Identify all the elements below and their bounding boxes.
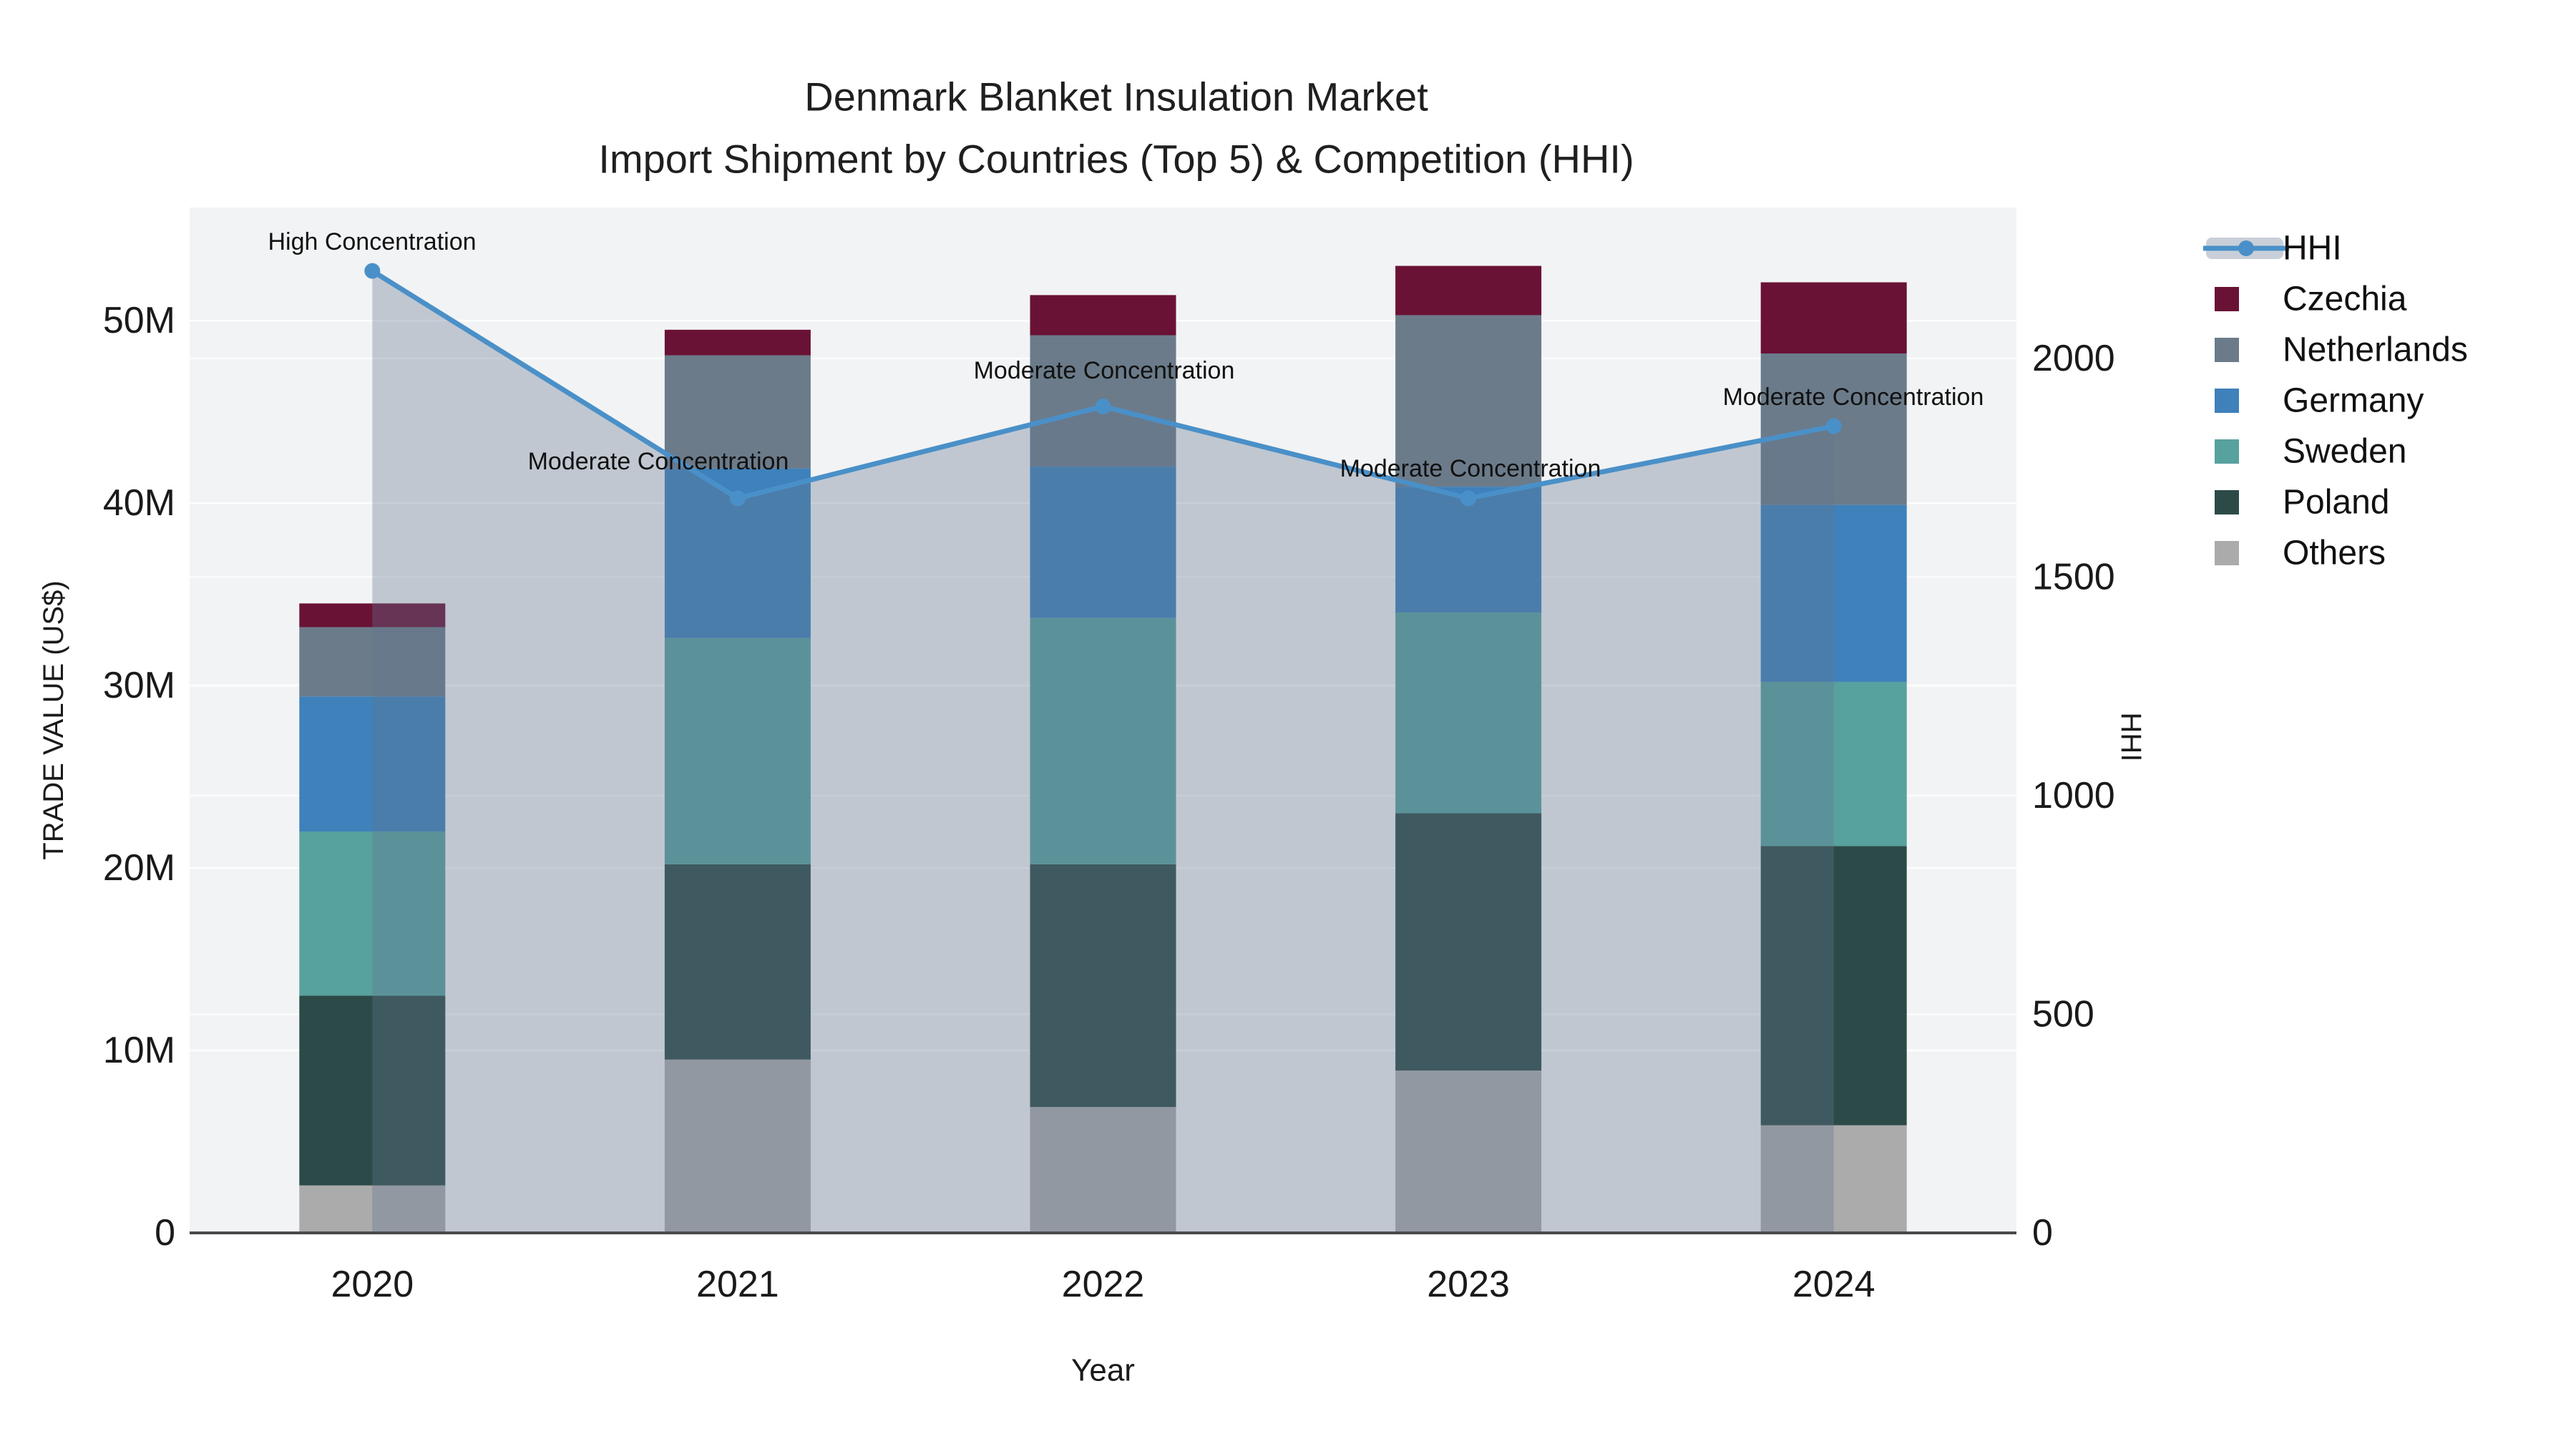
y-tick-label: 0 xyxy=(155,1212,175,1254)
legend-item-sweden[interactable]: Sweden xyxy=(2215,433,2406,471)
legend-item-hhi[interactable]: HHI xyxy=(2203,230,2342,268)
bar-segment-others-2020 xyxy=(299,1185,446,1233)
legend-label: Czechia xyxy=(2283,280,2407,318)
annotation-4: Moderate Concentration xyxy=(1723,384,1984,411)
bar-segment-sweden-2020 xyxy=(299,831,446,996)
bar-segment-sweden-2023 xyxy=(1395,613,1542,814)
legend-item-germany[interactable]: Germany xyxy=(2215,382,2424,420)
legend-item-others[interactable]: Others xyxy=(2215,535,2386,572)
hhi-marker-sample xyxy=(2238,240,2254,256)
chart-title-line-1: Denmark Blanket Insulation Market xyxy=(804,74,1428,119)
bar-segment-czechia-2022 xyxy=(1030,295,1176,336)
y2-tick-label: 500 xyxy=(2032,993,2094,1035)
bar-segment-sweden-2021 xyxy=(664,638,811,864)
legend-label: Others xyxy=(2283,535,2386,572)
bar-segment-germany-2022 xyxy=(1030,467,1176,618)
bar-segment-poland-2020 xyxy=(299,995,446,1186)
legend-item-netherlands[interactable]: Netherlands xyxy=(2215,331,2468,369)
legend-swatch-netherlands xyxy=(2215,338,2239,362)
legend-swatch-poland xyxy=(2215,490,2239,514)
bar-segment-poland-2022 xyxy=(1030,864,1176,1108)
y2-tick-label: 0 xyxy=(2032,1212,2053,1254)
hhi-marker-2023 xyxy=(1460,490,1477,507)
y2-tick-label: 1500 xyxy=(2032,556,2115,597)
bar-segment-others-2023 xyxy=(1395,1070,1542,1233)
x-tick-label-2024: 2024 xyxy=(1792,1264,1875,1305)
y2-tick-label: 1000 xyxy=(2032,775,2115,816)
bar-segment-netherlands-2020 xyxy=(299,627,446,697)
bar-segment-netherlands-2021 xyxy=(664,355,811,469)
chart-title-line-2: Import Shipment by Countries (Top 5) & C… xyxy=(598,137,1634,182)
legend-label: Sweden xyxy=(2283,433,2406,471)
legend-item-czechia[interactable]: Czechia xyxy=(2215,280,2407,318)
annotation-0: High Concentration xyxy=(268,228,476,255)
x-axis-title: Year xyxy=(1071,1353,1135,1388)
bar-segment-poland-2021 xyxy=(664,864,811,1060)
legend-swatch-germany xyxy=(2215,389,2239,413)
bar-segment-others-2024 xyxy=(1760,1125,1907,1233)
x-tick-label-2023: 2023 xyxy=(1427,1264,1510,1305)
legend-swatch-czechia xyxy=(2215,287,2239,311)
y-tick-label: 10M xyxy=(103,1030,175,1071)
y-tick-label: 50M xyxy=(103,300,175,341)
bar-segment-netherlands-2023 xyxy=(1395,315,1542,487)
hhi-marker-2024 xyxy=(1825,418,1842,434)
bar-segment-others-2022 xyxy=(1030,1107,1176,1233)
hhi-marker-2022 xyxy=(1095,399,1111,415)
y-tick-label: 40M xyxy=(103,482,175,524)
annotation-3: Moderate Concentration xyxy=(1340,455,1601,482)
bar-segment-sweden-2022 xyxy=(1030,618,1176,864)
y-tick-label: 30M xyxy=(103,665,175,706)
legend-item-poland[interactable]: Poland xyxy=(2215,484,2389,522)
bar-segment-germany-2024 xyxy=(1760,504,1907,682)
y-tick-label: 20M xyxy=(103,847,175,889)
bar-segment-sweden-2024 xyxy=(1760,681,1907,847)
y2-tick-label: 2000 xyxy=(2032,338,2115,379)
legend-swatch-others xyxy=(2215,541,2239,565)
legend-swatch-sweden xyxy=(2215,439,2239,464)
legend-label: HHI xyxy=(2283,230,2342,268)
bar-segment-poland-2023 xyxy=(1395,813,1542,1071)
bar-segment-czechia-2023 xyxy=(1395,265,1542,316)
bar-segment-czechia-2021 xyxy=(664,329,811,356)
hhi-area-fill xyxy=(372,270,1834,1233)
legend-label: Germany xyxy=(2283,382,2424,420)
bar-segment-germany-2020 xyxy=(299,696,446,832)
bar-segment-poland-2024 xyxy=(1760,846,1907,1126)
hhi-marker-2021 xyxy=(729,490,746,507)
y-axis-title: TRADE VALUE (US$) xyxy=(38,580,69,859)
bar-segment-czechia-2020 xyxy=(299,603,446,628)
annotation-1: Moderate Concentration xyxy=(528,448,789,475)
x-tick-label-2020: 2020 xyxy=(331,1264,414,1305)
legend-label: Netherlands xyxy=(2283,331,2468,369)
legend-label: Poland xyxy=(2283,484,2389,522)
y2-axis-title: HHI xyxy=(2115,713,2147,762)
bar-segment-czechia-2024 xyxy=(1760,282,1907,353)
annotation-2: Moderate Concentration xyxy=(974,357,1235,384)
hhi-marker-2020 xyxy=(364,263,381,279)
x-tick-label-2022: 2022 xyxy=(1062,1264,1145,1305)
bar-segment-others-2021 xyxy=(664,1059,811,1233)
x-tick-label-2021: 2021 xyxy=(696,1264,779,1305)
bar-segment-germany-2023 xyxy=(1395,487,1542,613)
